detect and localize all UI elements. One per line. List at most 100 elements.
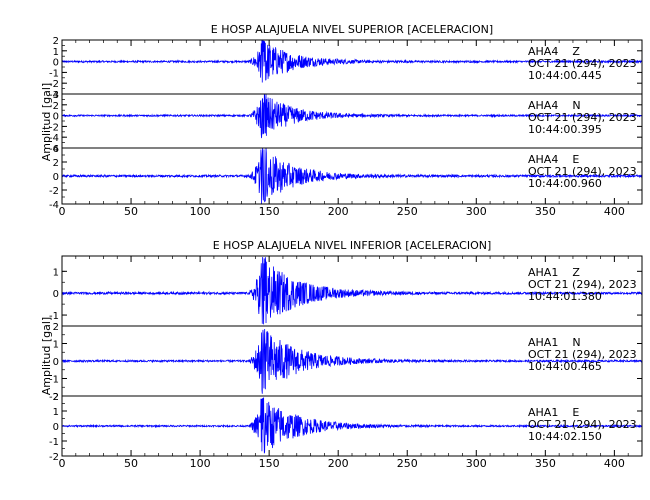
station-name: AHA4: [528, 45, 558, 58]
x-tick-label: 100: [190, 457, 211, 470]
trace-time: 10:44:00.465: [528, 360, 602, 373]
y-tick-label: -4: [49, 200, 59, 211]
trace-time: 10:44:00.395: [528, 123, 602, 136]
y-tick-label: 2: [53, 101, 59, 112]
waveform-line: [61, 397, 643, 454]
x-tick-label: 200: [328, 457, 349, 470]
y-tick-label: -1: [49, 437, 59, 448]
x-tick-label: 200: [328, 205, 349, 218]
y-tick-label: 1: [53, 47, 59, 58]
component-name: Z: [572, 45, 580, 58]
station-label: AHA4 N: [528, 99, 581, 112]
y-tick-label: 2: [53, 322, 59, 333]
y-tick-label: -1: [49, 375, 59, 386]
y-tick-label: 2: [53, 392, 59, 403]
y-tick-label: 0: [53, 422, 59, 433]
waveform-line: [61, 329, 643, 394]
x-tick-label: 300: [466, 457, 487, 470]
component-name: N: [572, 336, 580, 349]
trace-date: OCT 21 (294), 2023: [528, 57, 637, 70]
x-tick-label: 400: [604, 205, 625, 218]
x-tick-label: 250: [397, 457, 418, 470]
waveform-line: [61, 39, 643, 83]
y-tick-label: 0: [53, 172, 59, 183]
trace-date: OCT 21 (294), 2023: [528, 165, 637, 178]
chart-title: E HOSP ALAJUELA NIVEL INFERIOR [ACELERAC…: [213, 239, 492, 252]
y-tick-label: -2: [49, 79, 59, 90]
x-tick-label: 50: [124, 205, 138, 218]
trace-date: OCT 21 (294), 2023: [528, 348, 637, 361]
waveform-line: [61, 147, 643, 205]
station-name: AHA4: [528, 99, 558, 112]
y-tick-label: 0: [53, 289, 59, 300]
y-tick-label: -2: [49, 122, 59, 133]
x-tick-label: 0: [59, 205, 66, 218]
chart-group-2: E HOSP ALAJUELA NIVEL INFERIOR [ACELERAC…: [40, 239, 643, 470]
x-tick-label: 300: [466, 205, 487, 218]
station-label: AHA1 N: [528, 336, 581, 349]
station-label: AHA4 E: [528, 153, 579, 166]
y-axis-label: Amplitud [gal]: [40, 83, 53, 161]
station-name: AHA1: [528, 336, 558, 349]
y-tick-label: 0: [53, 357, 59, 368]
x-tick-label: 150: [259, 205, 280, 218]
y-tick-label: -4: [49, 133, 59, 144]
y-tick-label: 2: [53, 36, 59, 47]
trace-date: OCT 21 (294), 2023: [528, 111, 637, 124]
station-label: AHA1 Z: [528, 266, 580, 279]
station-label: AHA1 E: [528, 406, 579, 419]
y-tick-label: 1: [53, 407, 59, 418]
x-tick-label: 50: [124, 457, 138, 470]
station-name: AHA1: [528, 406, 558, 419]
waveform-line: [61, 257, 643, 325]
y-axis-label: Amplitud [gal]: [40, 317, 53, 395]
y-tick-label: 4: [53, 144, 59, 155]
chart-title: E HOSP ALAJUELA NIVEL SUPERIOR [ACELERAC…: [211, 23, 493, 36]
x-tick-label: 250: [397, 205, 418, 218]
x-tick-label: 0: [59, 457, 66, 470]
component-name: N: [572, 99, 580, 112]
y-tick-label: 2: [53, 158, 59, 169]
y-tick-label: 0: [53, 58, 59, 69]
y-tick-label: -2: [49, 392, 59, 403]
y-tick-label: 1: [53, 340, 59, 351]
trace-time: 10:44:02.150: [528, 430, 602, 443]
y-tick-label: -6: [49, 144, 59, 155]
component-name: E: [572, 406, 579, 419]
trace-time: 10:44:01.380: [528, 290, 602, 303]
chart-group-1: E HOSP ALAJUELA NIVEL SUPERIOR [ACELERAC…: [40, 23, 643, 218]
trace-date: OCT 21 (294), 2023: [528, 278, 637, 291]
y-tick-label: -1: [49, 311, 59, 322]
component-name: E: [572, 153, 579, 166]
component-name: Z: [572, 266, 580, 279]
x-tick-label: 350: [535, 205, 556, 218]
y-tick-label: -3: [49, 90, 59, 101]
x-tick-label: 150: [259, 457, 280, 470]
y-tick-label: -1: [49, 68, 59, 79]
station-label: AHA4 Z: [528, 45, 580, 58]
station-name: AHA4: [528, 153, 558, 166]
x-tick-label: 100: [190, 205, 211, 218]
y-tick-label: -2: [49, 186, 59, 197]
trace-date: OCT 21 (294), 2023: [528, 418, 637, 431]
y-tick-label: 1: [53, 267, 59, 278]
waveform-line: [61, 94, 643, 139]
station-name: AHA1: [528, 266, 558, 279]
y-tick-label: 4: [53, 90, 59, 101]
x-tick-label: 350: [535, 457, 556, 470]
x-tick-label: 400: [604, 457, 625, 470]
y-tick-label: 0: [53, 112, 59, 123]
